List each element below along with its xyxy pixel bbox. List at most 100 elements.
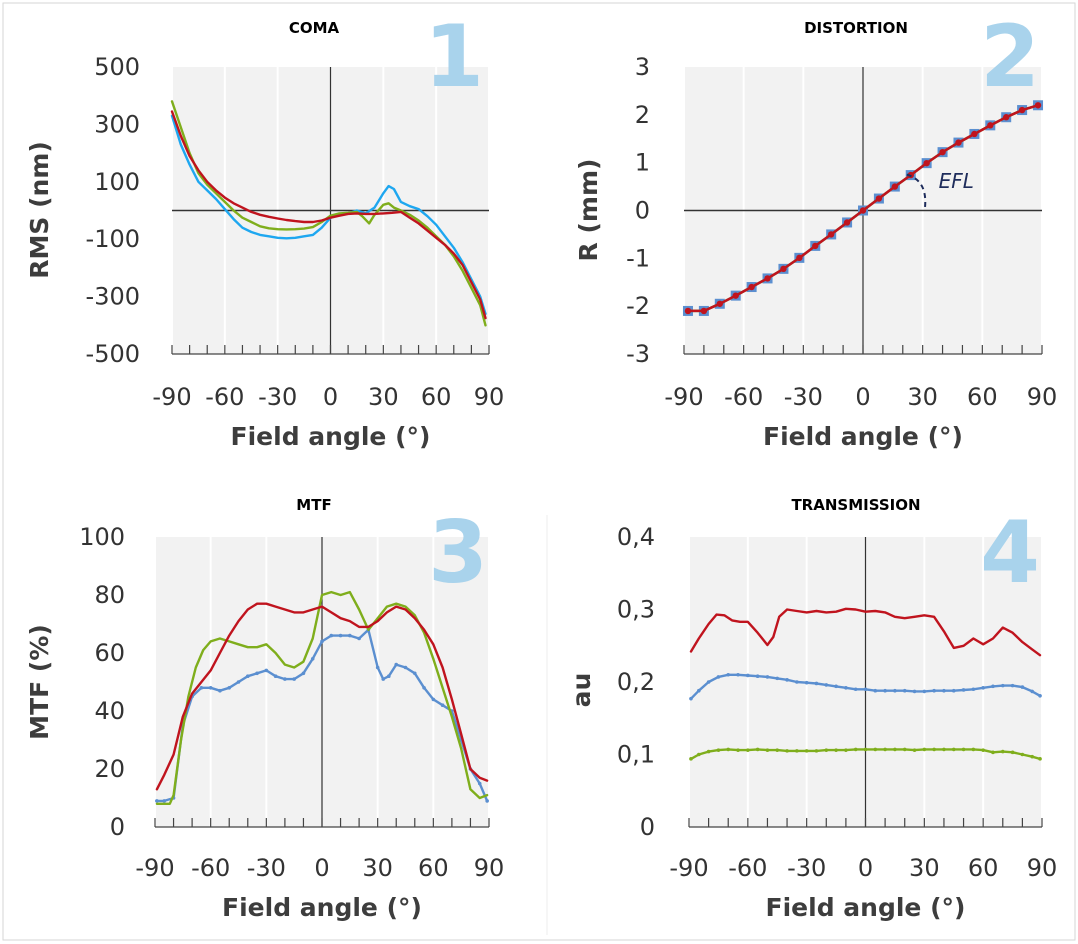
x-tick-label: 0 xyxy=(314,854,329,882)
y-axis-label: RMS (nm) xyxy=(25,141,54,279)
data-point xyxy=(844,686,848,690)
data-point xyxy=(932,747,936,752)
series-line xyxy=(170,110,487,320)
chart-panel-4: TRANSMISSION 4 -90 -60 -30 0 30 60 90 0,4 0,3 0,2 0,… xyxy=(567,496,1057,922)
y-axis-label: MTF (%) xyxy=(25,624,54,740)
data-point xyxy=(716,748,721,752)
data-point xyxy=(726,672,731,677)
y-tick-label: 0,3 xyxy=(617,596,655,624)
series-line xyxy=(155,590,489,805)
data-point xyxy=(684,307,692,315)
data-point xyxy=(1000,749,1005,754)
data-point xyxy=(875,195,883,202)
data-point xyxy=(706,749,711,754)
y-tick-label: 500 xyxy=(94,53,140,81)
data-point xyxy=(824,683,829,687)
data-point xyxy=(912,748,917,752)
y-tick-label: 1 xyxy=(635,149,650,177)
data-point xyxy=(716,675,721,679)
data-point xyxy=(227,686,232,690)
data-point xyxy=(863,687,868,692)
y-axis-label: R (mm) xyxy=(574,159,603,262)
data-point xyxy=(951,688,956,693)
data-point xyxy=(1030,754,1034,759)
data-point xyxy=(1020,685,1025,689)
x-tick-label: -60 xyxy=(728,854,767,882)
x-axis-label: Field angle (°) xyxy=(222,893,422,922)
y-tick-label: -300 xyxy=(86,283,140,311)
y-tick-label: 80 xyxy=(94,581,125,609)
data-point xyxy=(804,680,809,685)
data-point xyxy=(991,750,995,755)
data-point xyxy=(431,697,436,702)
efl-arc xyxy=(906,173,927,211)
data-point xyxy=(775,748,780,752)
data-point xyxy=(883,747,887,752)
panel-title: DISTORTION xyxy=(804,19,908,37)
data-point xyxy=(746,673,750,678)
data-point xyxy=(961,747,966,752)
data-point xyxy=(775,676,780,681)
y-axis-label: au xyxy=(567,673,596,708)
x-tick-label: -30 xyxy=(784,383,823,411)
data-point xyxy=(348,633,352,638)
data-point xyxy=(689,696,693,701)
data-point xyxy=(199,686,204,690)
data-point xyxy=(700,307,708,315)
data-point xyxy=(697,688,701,693)
chart-panel-1: COMA 1-90 -60 -30 0 30 60 90500300100-100-300-5… xyxy=(25,7,504,451)
data-point xyxy=(357,636,361,641)
data-point xyxy=(440,703,445,707)
data-point xyxy=(329,633,334,638)
y-tick-label: 100 xyxy=(79,523,125,551)
panel-number: 1 xyxy=(424,7,484,107)
x-tick-label: 30 xyxy=(362,854,393,882)
x-tick-label: 0 xyxy=(858,854,873,882)
data-point xyxy=(942,688,946,693)
y-tick-label: 0,4 xyxy=(617,523,655,551)
x-tick-label: -60 xyxy=(724,383,763,411)
data-point xyxy=(891,183,899,190)
chart-panel-2: DISTORTION 2 -90 -60 -30 0 30 60 90 3 2 1 0 -1 -2 -3 Fie… xyxy=(574,7,1057,451)
panel-number: 4 xyxy=(980,503,1040,603)
data-point xyxy=(394,662,399,667)
x-tick-label: -90 xyxy=(152,383,191,411)
data-point xyxy=(873,747,878,752)
data-point xyxy=(208,686,213,690)
x-tick-label: -90 xyxy=(664,383,703,411)
data-point xyxy=(218,688,222,693)
data-point xyxy=(981,748,985,752)
data-point xyxy=(477,781,482,786)
x-tick-label: 60 xyxy=(418,854,449,882)
chart-panel-3: MTF 3 -90 -60 -30 0 30 60 90 100 80 60 40 20 0 Field an… xyxy=(25,496,504,922)
data-point xyxy=(834,684,838,689)
y-tick-label: 0 xyxy=(640,813,655,841)
data-point xyxy=(697,752,701,757)
data-point xyxy=(780,265,787,273)
y-tick-label: 40 xyxy=(94,697,125,725)
data-point xyxy=(853,687,858,692)
data-point xyxy=(853,747,858,752)
data-point xyxy=(987,122,994,129)
data-point xyxy=(726,747,731,752)
data-point xyxy=(1038,757,1042,761)
data-point xyxy=(716,300,723,307)
data-point xyxy=(338,633,343,638)
data-point xyxy=(301,671,306,676)
data-point xyxy=(955,139,962,146)
y-tick-label: 3 xyxy=(635,53,650,81)
data-point xyxy=(883,688,887,693)
data-point xyxy=(902,747,907,752)
data-point xyxy=(1034,102,1042,109)
data-point xyxy=(255,671,259,676)
x-tick-label: 0 xyxy=(855,383,870,411)
panel-number: 3 xyxy=(428,503,488,603)
series-line xyxy=(689,607,1042,657)
x-tick-label: -60 xyxy=(205,383,244,411)
data-point xyxy=(1010,750,1015,755)
x-tick-label: -30 xyxy=(258,383,297,411)
x-tick-label: -30 xyxy=(787,854,826,882)
x-tick-label: 90 xyxy=(474,383,505,411)
data-point xyxy=(485,799,489,803)
data-point xyxy=(1000,683,1005,688)
